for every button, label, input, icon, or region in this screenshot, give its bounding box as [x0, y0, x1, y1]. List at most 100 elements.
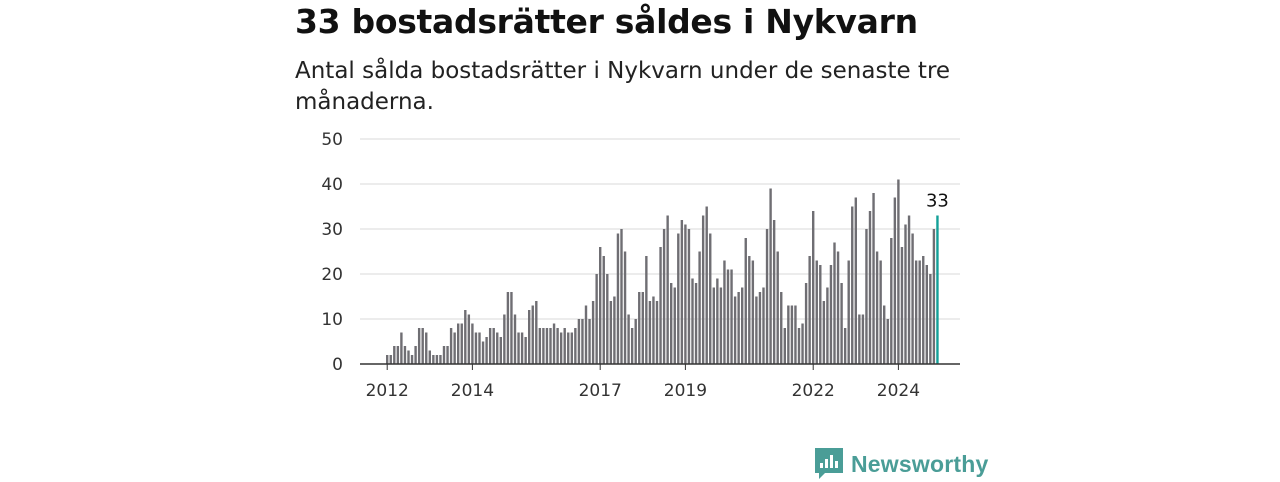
bar	[659, 247, 662, 364]
bar	[822, 301, 826, 364]
bar	[883, 305, 886, 364]
bar	[833, 242, 836, 364]
bar	[748, 256, 751, 364]
bar	[716, 278, 719, 364]
bar	[687, 229, 691, 364]
bar	[510, 292, 513, 364]
bar	[815, 260, 818, 364]
bars	[386, 179, 939, 364]
bar	[694, 283, 698, 364]
bar	[464, 310, 467, 364]
bar	[400, 332, 403, 364]
bar	[499, 337, 502, 364]
newsworthy-brand: Newsworthy	[815, 446, 988, 482]
bar	[630, 328, 634, 364]
bar	[872, 193, 875, 364]
bar	[386, 355, 389, 364]
x-tick-label: 2012	[366, 381, 409, 401]
bar	[907, 215, 911, 364]
bar	[911, 233, 914, 364]
bar	[428, 350, 431, 364]
bar	[843, 328, 847, 364]
bar	[535, 301, 538, 364]
bar	[528, 310, 531, 364]
bar	[503, 314, 506, 364]
bar	[567, 332, 570, 364]
bar	[478, 332, 481, 364]
bar	[772, 220, 776, 364]
y-tick-label: 20	[321, 265, 343, 285]
chart-title: 33 bostadsrätter såldes i Nykvarn	[295, 2, 918, 41]
bar	[801, 323, 804, 364]
bar	[595, 274, 598, 364]
bar	[403, 346, 407, 364]
bar	[435, 355, 439, 364]
bar	[794, 305, 797, 364]
bar	[886, 319, 889, 364]
bar	[513, 314, 517, 364]
x-tick-label: 2017	[579, 381, 622, 401]
bar	[684, 224, 687, 364]
bar	[922, 256, 925, 364]
bar	[847, 260, 850, 364]
bar	[918, 260, 921, 364]
bar	[460, 323, 463, 364]
bar	[417, 328, 421, 364]
bar	[442, 346, 446, 364]
newsworthy-logo-icon	[815, 448, 843, 479]
bar	[655, 301, 659, 364]
bar	[481, 341, 485, 364]
bar	[897, 179, 900, 364]
bar	[414, 346, 417, 364]
bar	[744, 238, 747, 364]
bar	[762, 287, 765, 364]
bar	[542, 328, 545, 364]
bar	[520, 332, 524, 364]
bar	[673, 287, 676, 364]
bar	[506, 292, 510, 364]
bar	[709, 233, 712, 364]
bar	[492, 328, 495, 364]
bar	[769, 188, 772, 364]
x-tick-label: 2019	[664, 381, 707, 401]
bar	[712, 287, 715, 364]
bar	[914, 260, 918, 364]
bar	[591, 301, 595, 364]
y-tick-label: 50	[321, 130, 343, 150]
bar	[620, 229, 623, 364]
bar	[439, 355, 442, 364]
bar	[783, 328, 786, 364]
bar	[453, 332, 456, 364]
bar	[932, 229, 936, 364]
bar	[836, 251, 840, 364]
bar	[925, 265, 928, 364]
bar	[776, 251, 779, 364]
bar	[765, 229, 769, 364]
bar	[819, 265, 822, 364]
bar	[865, 229, 868, 364]
bar-highlight	[936, 215, 939, 364]
bar	[851, 206, 854, 364]
bar	[808, 256, 811, 364]
bar	[641, 292, 644, 364]
bar	[670, 283, 673, 364]
bar	[645, 256, 648, 364]
bar	[737, 292, 740, 364]
bar	[485, 337, 488, 364]
bar	[751, 260, 755, 364]
x-tick-label: 2022	[792, 381, 835, 401]
bar	[677, 233, 680, 364]
bar	[606, 274, 609, 364]
bar	[698, 251, 701, 364]
bar	[584, 305, 588, 364]
bar	[467, 314, 471, 364]
x-axis-ticks: 2012 2014 2017 2019 2022 2024	[366, 364, 920, 401]
bar	[449, 328, 453, 364]
bar	[577, 319, 581, 364]
bar	[634, 319, 637, 364]
bar	[648, 301, 652, 364]
bar	[890, 238, 893, 364]
bar	[730, 269, 733, 364]
bar	[496, 332, 499, 364]
bar	[549, 328, 552, 364]
